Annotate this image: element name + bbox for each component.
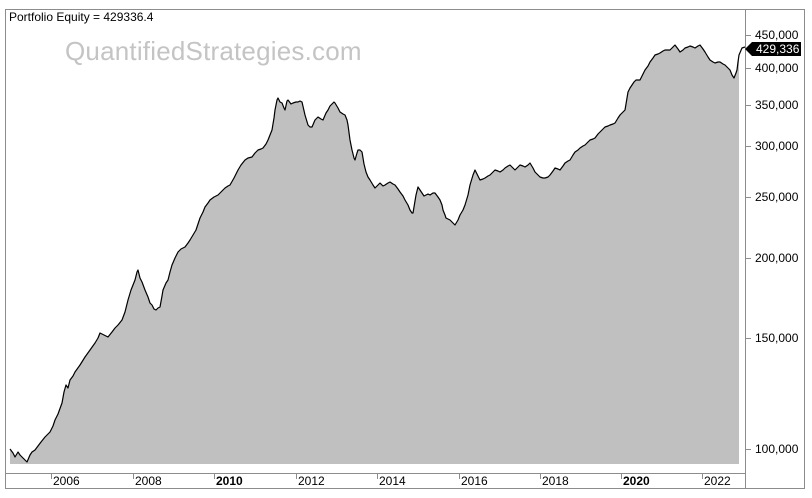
- y-tick-label: 450,000: [755, 28, 799, 42]
- x-tick-label: 2012: [298, 474, 325, 488]
- y-tick-label: 250,000: [755, 190, 799, 204]
- x-tick-label: 2008: [135, 474, 162, 488]
- chart-frame: [5, 9, 805, 489]
- y-axis-ticks: [746, 35, 751, 450]
- x-tick-label: 2010: [216, 474, 243, 488]
- y-tick-label: 400,000: [755, 61, 799, 75]
- y-tick-label: 300,000: [755, 139, 799, 153]
- y-tick-label: 350,000: [755, 98, 799, 112]
- x-tick-label: 2020: [623, 474, 650, 488]
- x-tick-label: 2016: [461, 474, 488, 488]
- y-tick-label: 100,000: [755, 442, 799, 456]
- y-tick-label: 200,000: [755, 251, 799, 265]
- x-tick-label: 2006: [53, 474, 80, 488]
- watermark: QuantifiedStrategies.com: [65, 36, 362, 66]
- x-tick-label: 2018: [542, 474, 569, 488]
- chart-title: Portfolio Equity = 429336.4: [9, 10, 154, 24]
- last-value-flag: 429,336: [744, 42, 802, 56]
- x-axis-ticks: [51, 474, 703, 479]
- x-tick-label: 2022: [704, 474, 731, 488]
- x-tick-label: 2014: [379, 474, 406, 488]
- equity-area: [10, 45, 739, 464]
- y-tick-label: 150,000: [755, 331, 799, 345]
- equity-line: [9, 44, 746, 463]
